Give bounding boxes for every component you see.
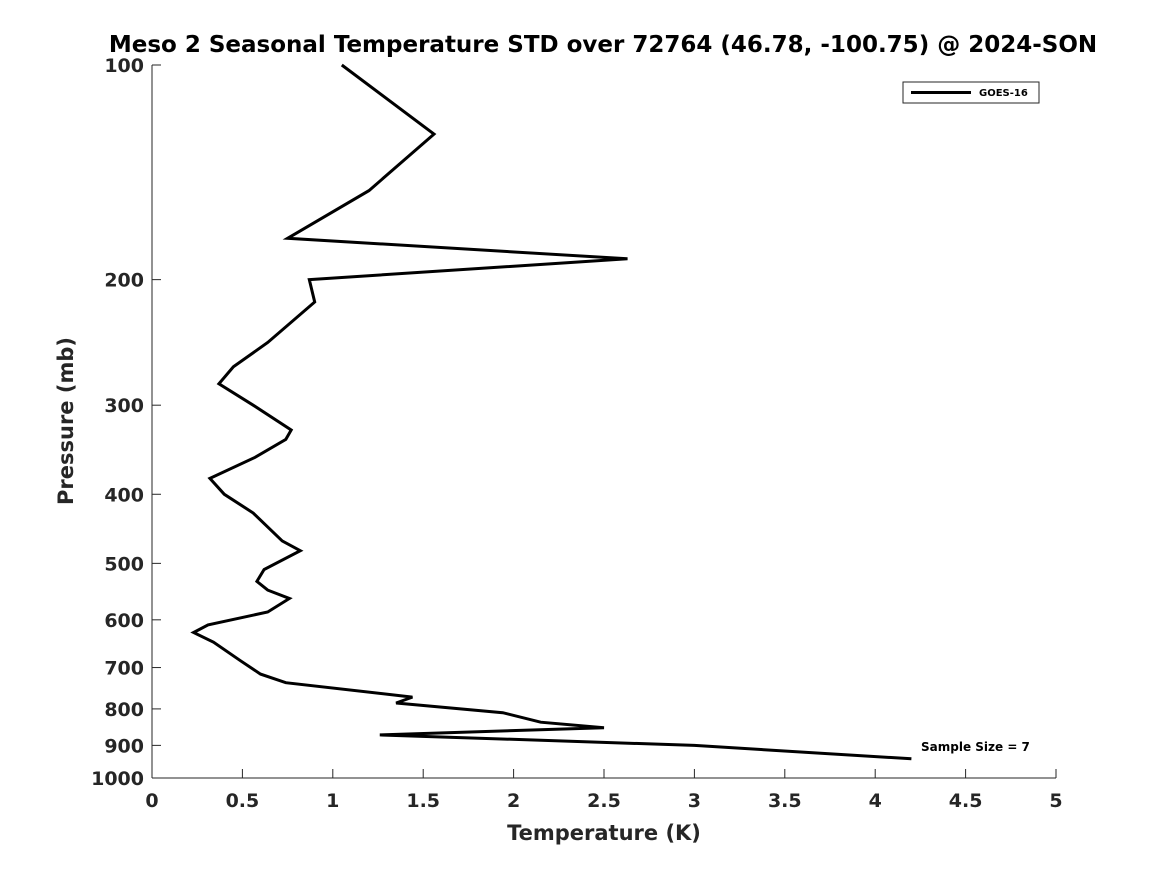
y-axis-label: Pressure (mb): [54, 337, 78, 505]
x-tick-label: 1.5: [406, 790, 440, 812]
plot-frame: [151, 65, 1056, 779]
x-tick-label: 0.5: [226, 790, 260, 812]
x-axis-label: Temperature (K): [507, 821, 701, 845]
y-tick-label: 200: [104, 270, 144, 292]
x-tick-label: 2.5: [587, 790, 621, 812]
legend-label-goes-16: GOES-16: [979, 88, 1028, 99]
x-axis-ticks: 0 0.5 1 1.5 2 2.5 3 3.5 4 4.5 5: [145, 769, 1063, 812]
x-tick-label: 1: [326, 790, 339, 812]
legend: GOES-16: [902, 81, 1040, 104]
x-tick-label: 5: [1049, 790, 1062, 812]
series-layer: [190, 63, 912, 761]
x-tick-label: 4.5: [949, 790, 983, 812]
x-tick-label: 3: [688, 790, 701, 812]
y-tick-label: 600: [104, 610, 144, 632]
y-tick-label: 700: [104, 658, 144, 680]
sample-size-annotation: Sample Size = 7: [921, 740, 1030, 754]
x-tick-label: 4: [869, 790, 882, 812]
chart-title: Meso 2 Seasonal Temperature STD over 727…: [109, 32, 1097, 58]
y-tick-label: 900: [104, 735, 144, 757]
series-line-goes-16: [190, 63, 912, 761]
y-tick-label: 400: [104, 484, 144, 506]
y-tick-label: 500: [104, 553, 144, 575]
y-tick-label: 100: [104, 55, 144, 77]
y-axis-ticks: 100 200 300 400 500 600 700 800 900 1000: [91, 55, 161, 790]
y-tick-label: 1000: [91, 768, 144, 790]
x-tick-label: 2: [507, 790, 520, 812]
x-tick-label: 3.5: [768, 790, 802, 812]
y-tick-label: 300: [104, 395, 144, 417]
x-tick-label: 0: [145, 790, 158, 812]
y-tick-label: 800: [104, 699, 144, 721]
